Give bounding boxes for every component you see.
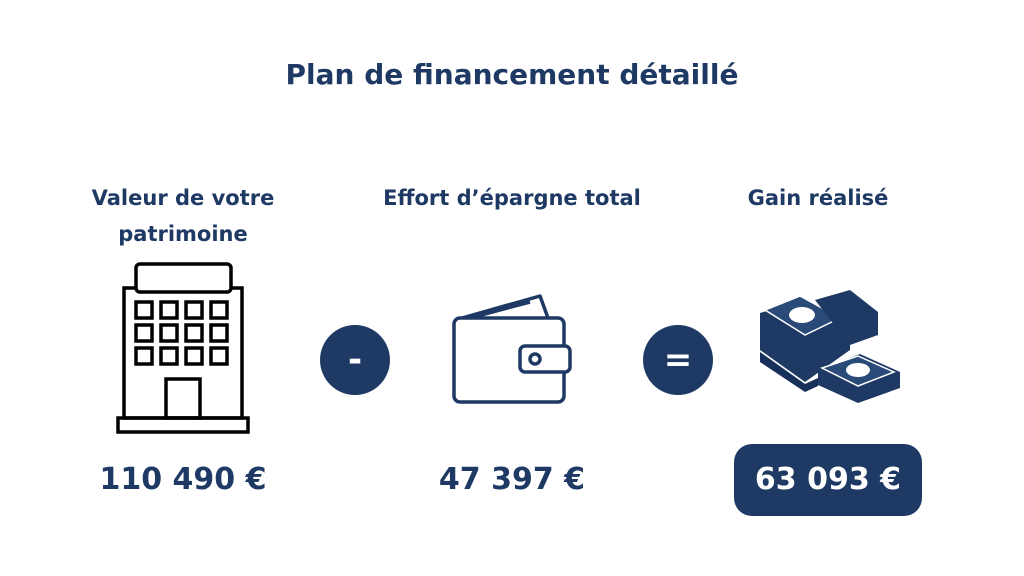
window-icon bbox=[209, 300, 229, 320]
window-icon bbox=[134, 323, 154, 343]
gain-label: Gain réalisé bbox=[747, 186, 889, 210]
window-icon bbox=[159, 300, 179, 320]
epargne-label: Effort d’épargne total bbox=[383, 186, 641, 210]
epargne-value: 47 397 € bbox=[438, 462, 586, 497]
window-icon bbox=[159, 346, 179, 366]
window-icon bbox=[159, 323, 179, 343]
patrimoine-label: Valeur de votre patrimoine bbox=[91, 186, 275, 246]
wallet-icon bbox=[452, 294, 572, 404]
gain-highlight-box bbox=[734, 444, 922, 516]
page-title: Plan de financement détaillé bbox=[285, 58, 739, 91]
gain-value: 63 093 € bbox=[754, 462, 902, 497]
minus-operator: - bbox=[320, 325, 390, 395]
money-stack-icon bbox=[760, 290, 900, 403]
window-icon bbox=[209, 346, 229, 366]
window-icon bbox=[184, 346, 204, 366]
window-icon bbox=[209, 323, 229, 343]
building-icon bbox=[116, 262, 250, 434]
window-icon bbox=[134, 346, 154, 366]
window-icon bbox=[184, 300, 204, 320]
equals-operator: = bbox=[643, 325, 713, 395]
window-icon bbox=[184, 323, 204, 343]
window-icon bbox=[134, 300, 154, 320]
patrimoine-value: 110 490 € bbox=[99, 462, 267, 497]
